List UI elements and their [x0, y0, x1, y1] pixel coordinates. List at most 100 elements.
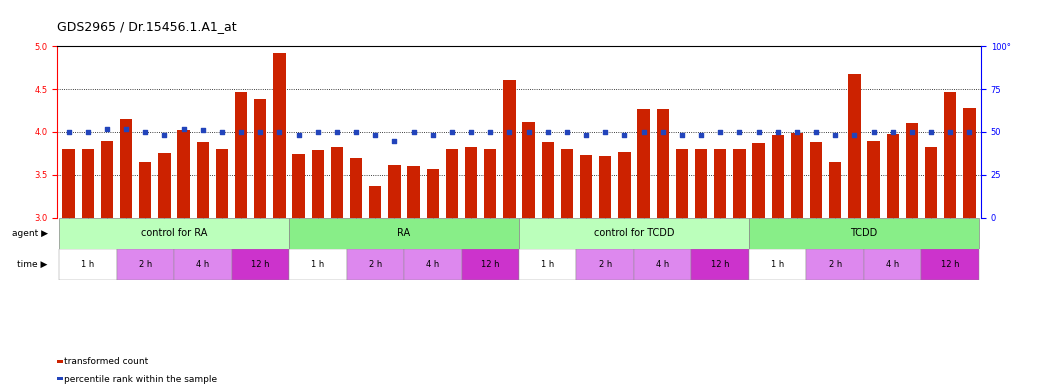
Bar [503, 80, 516, 218]
Point [214, 129, 230, 135]
Point [769, 129, 786, 135]
Bar [350, 158, 362, 218]
Text: 12 h: 12 h [941, 260, 959, 269]
Point [520, 129, 537, 135]
Point [252, 129, 269, 135]
Point [866, 129, 882, 135]
Bar [714, 149, 727, 218]
Bar [619, 152, 631, 218]
Bar [289, 218, 519, 249]
Text: 1 h: 1 h [541, 260, 554, 269]
Text: time ▶: time ▶ [18, 260, 48, 269]
Bar [944, 93, 956, 218]
Bar [580, 155, 593, 218]
Bar [886, 134, 899, 218]
Bar [749, 218, 979, 249]
Text: 4 h: 4 h [196, 260, 210, 269]
Point [617, 132, 633, 139]
Bar [599, 156, 611, 218]
Point [597, 129, 613, 135]
Bar [404, 249, 462, 280]
Text: GDS2965 / Dr.15456.1.A1_at: GDS2965 / Dr.15456.1.A1_at [57, 20, 237, 33]
Point [291, 132, 307, 139]
Point [904, 129, 921, 135]
Point [137, 129, 154, 135]
Bar [522, 122, 535, 218]
Bar [254, 99, 267, 218]
Text: 2 h: 2 h [368, 260, 382, 269]
Text: 1 h: 1 h [81, 260, 94, 269]
Point [271, 129, 288, 135]
Text: percentile rank within the sample: percentile rank within the sample [64, 374, 218, 384]
Bar [691, 249, 749, 280]
Text: 4 h: 4 h [656, 260, 670, 269]
Bar [388, 165, 401, 218]
Point [329, 129, 346, 135]
Bar [925, 147, 937, 218]
Bar [62, 149, 75, 218]
Text: transformed count: transformed count [64, 357, 148, 366]
Point [309, 129, 326, 135]
Point [961, 129, 978, 135]
Point [712, 129, 729, 135]
Bar [462, 249, 519, 280]
Point [789, 129, 805, 135]
Bar [576, 249, 634, 280]
Bar [542, 142, 554, 218]
Text: control for TCDD: control for TCDD [594, 228, 675, 238]
Bar [216, 149, 228, 218]
Point [635, 129, 652, 135]
Point [482, 129, 498, 135]
Text: 2 h: 2 h [599, 260, 611, 269]
Point [117, 126, 134, 132]
Point [846, 132, 863, 139]
Bar [196, 142, 209, 218]
Point [540, 129, 556, 135]
Point [884, 129, 901, 135]
Bar [676, 149, 688, 218]
Bar [177, 130, 190, 218]
Bar [749, 249, 807, 280]
Bar [656, 109, 668, 218]
Point [99, 126, 115, 132]
Text: 4 h: 4 h [427, 260, 439, 269]
Point [386, 137, 403, 144]
Bar [158, 154, 170, 218]
Bar [445, 149, 458, 218]
Point [654, 129, 671, 135]
Bar [694, 149, 707, 218]
Bar [753, 143, 765, 218]
Bar [293, 154, 305, 218]
Bar [829, 162, 842, 218]
Text: 12 h: 12 h [251, 260, 270, 269]
Text: agent ▶: agent ▶ [11, 229, 48, 238]
Point [156, 132, 172, 139]
Point [405, 129, 421, 135]
Text: 4 h: 4 h [886, 260, 899, 269]
Point [425, 132, 441, 139]
Bar [59, 218, 289, 249]
Bar [235, 93, 247, 218]
Bar [139, 162, 152, 218]
Text: 12 h: 12 h [481, 260, 499, 269]
Bar [101, 141, 113, 218]
Bar [174, 249, 231, 280]
Bar [637, 109, 650, 218]
Point [80, 129, 97, 135]
Bar [370, 186, 382, 218]
Bar [116, 249, 174, 280]
Point [674, 132, 690, 139]
Text: 12 h: 12 h [711, 260, 730, 269]
Bar [848, 74, 861, 218]
Text: 1 h: 1 h [771, 260, 785, 269]
Bar [868, 141, 880, 218]
Bar [864, 249, 922, 280]
Bar [791, 133, 803, 218]
Bar [331, 147, 344, 218]
Point [923, 129, 939, 135]
Bar [733, 149, 745, 218]
Point [731, 129, 747, 135]
Text: RA: RA [398, 228, 411, 238]
Point [194, 127, 211, 133]
Point [808, 129, 824, 135]
